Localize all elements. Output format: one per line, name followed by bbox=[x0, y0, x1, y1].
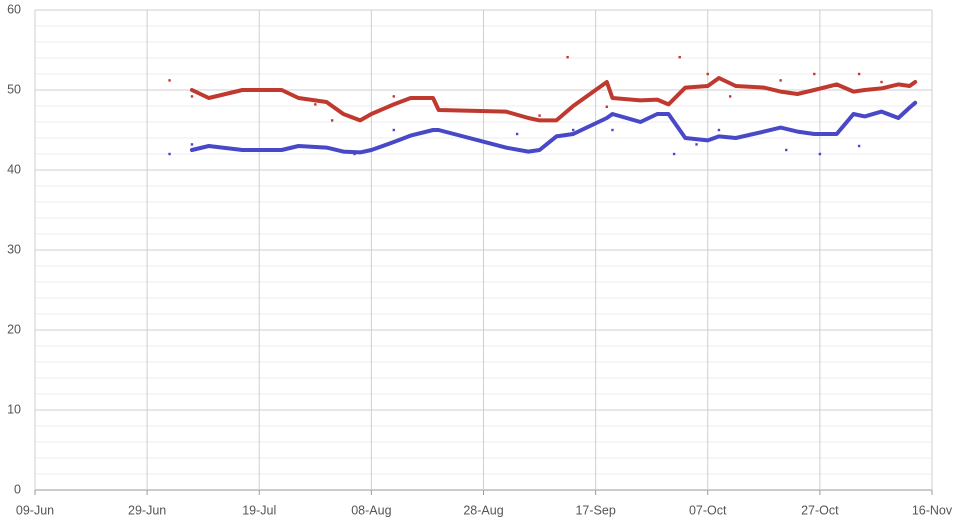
poll-dot bbox=[168, 152, 171, 156]
poll-dot bbox=[611, 128, 614, 132]
poll-dot bbox=[695, 143, 698, 146]
poll-dot bbox=[314, 103, 317, 106]
series-line bbox=[189, 100, 918, 155]
y-tick-label: 50 bbox=[7, 82, 21, 96]
poll-dot bbox=[717, 128, 721, 132]
poll-dot bbox=[779, 79, 782, 82]
x-tick-label: 08-Aug bbox=[351, 503, 391, 517]
poll-dot bbox=[566, 56, 569, 59]
poll-dot bbox=[392, 128, 395, 132]
y-tick-label: 0 bbox=[14, 482, 21, 496]
x-tick-label: 07-Oct bbox=[689, 503, 727, 517]
series-line bbox=[189, 76, 918, 123]
y-tick-label: 60 bbox=[7, 2, 21, 16]
poll-dot bbox=[857, 144, 861, 148]
poll-dot bbox=[392, 95, 395, 98]
poll-dot bbox=[190, 95, 194, 98]
poll-dot bbox=[785, 148, 788, 152]
poll-dot bbox=[728, 95, 732, 98]
poll-dot bbox=[353, 152, 356, 156]
poll-dot bbox=[706, 72, 709, 76]
poll-dot bbox=[605, 105, 609, 108]
poll-dot bbox=[857, 72, 861, 76]
poll-dot bbox=[818, 152, 822, 156]
y-tick-label: 10 bbox=[7, 402, 21, 416]
poll-dot bbox=[515, 132, 519, 136]
x-tick-label: 17-Sep bbox=[575, 503, 615, 517]
poll-dot bbox=[190, 143, 194, 146]
y-tick-label: 40 bbox=[7, 162, 21, 176]
poll-dot bbox=[572, 128, 575, 132]
x-tick-label: 28-Aug bbox=[463, 503, 503, 517]
x-tick-label: 09-Jun bbox=[16, 503, 54, 517]
x-tick-label: 16-Nov bbox=[912, 503, 953, 517]
poll-dot bbox=[330, 119, 334, 122]
y-tick-label: 20 bbox=[7, 322, 21, 336]
poll-dot bbox=[813, 72, 816, 76]
poll-dot bbox=[672, 152, 676, 156]
x-tick-label: 27-Oct bbox=[801, 503, 839, 517]
x-tick-label: 29-Jun bbox=[128, 503, 166, 517]
poll-dot bbox=[168, 79, 171, 82]
x-tick-label: 19-Jul bbox=[242, 503, 276, 517]
poll-dot bbox=[678, 56, 681, 59]
poll-dot bbox=[880, 80, 883, 84]
y-tick-label: 30 bbox=[7, 242, 21, 256]
poll-dot bbox=[538, 114, 541, 117]
